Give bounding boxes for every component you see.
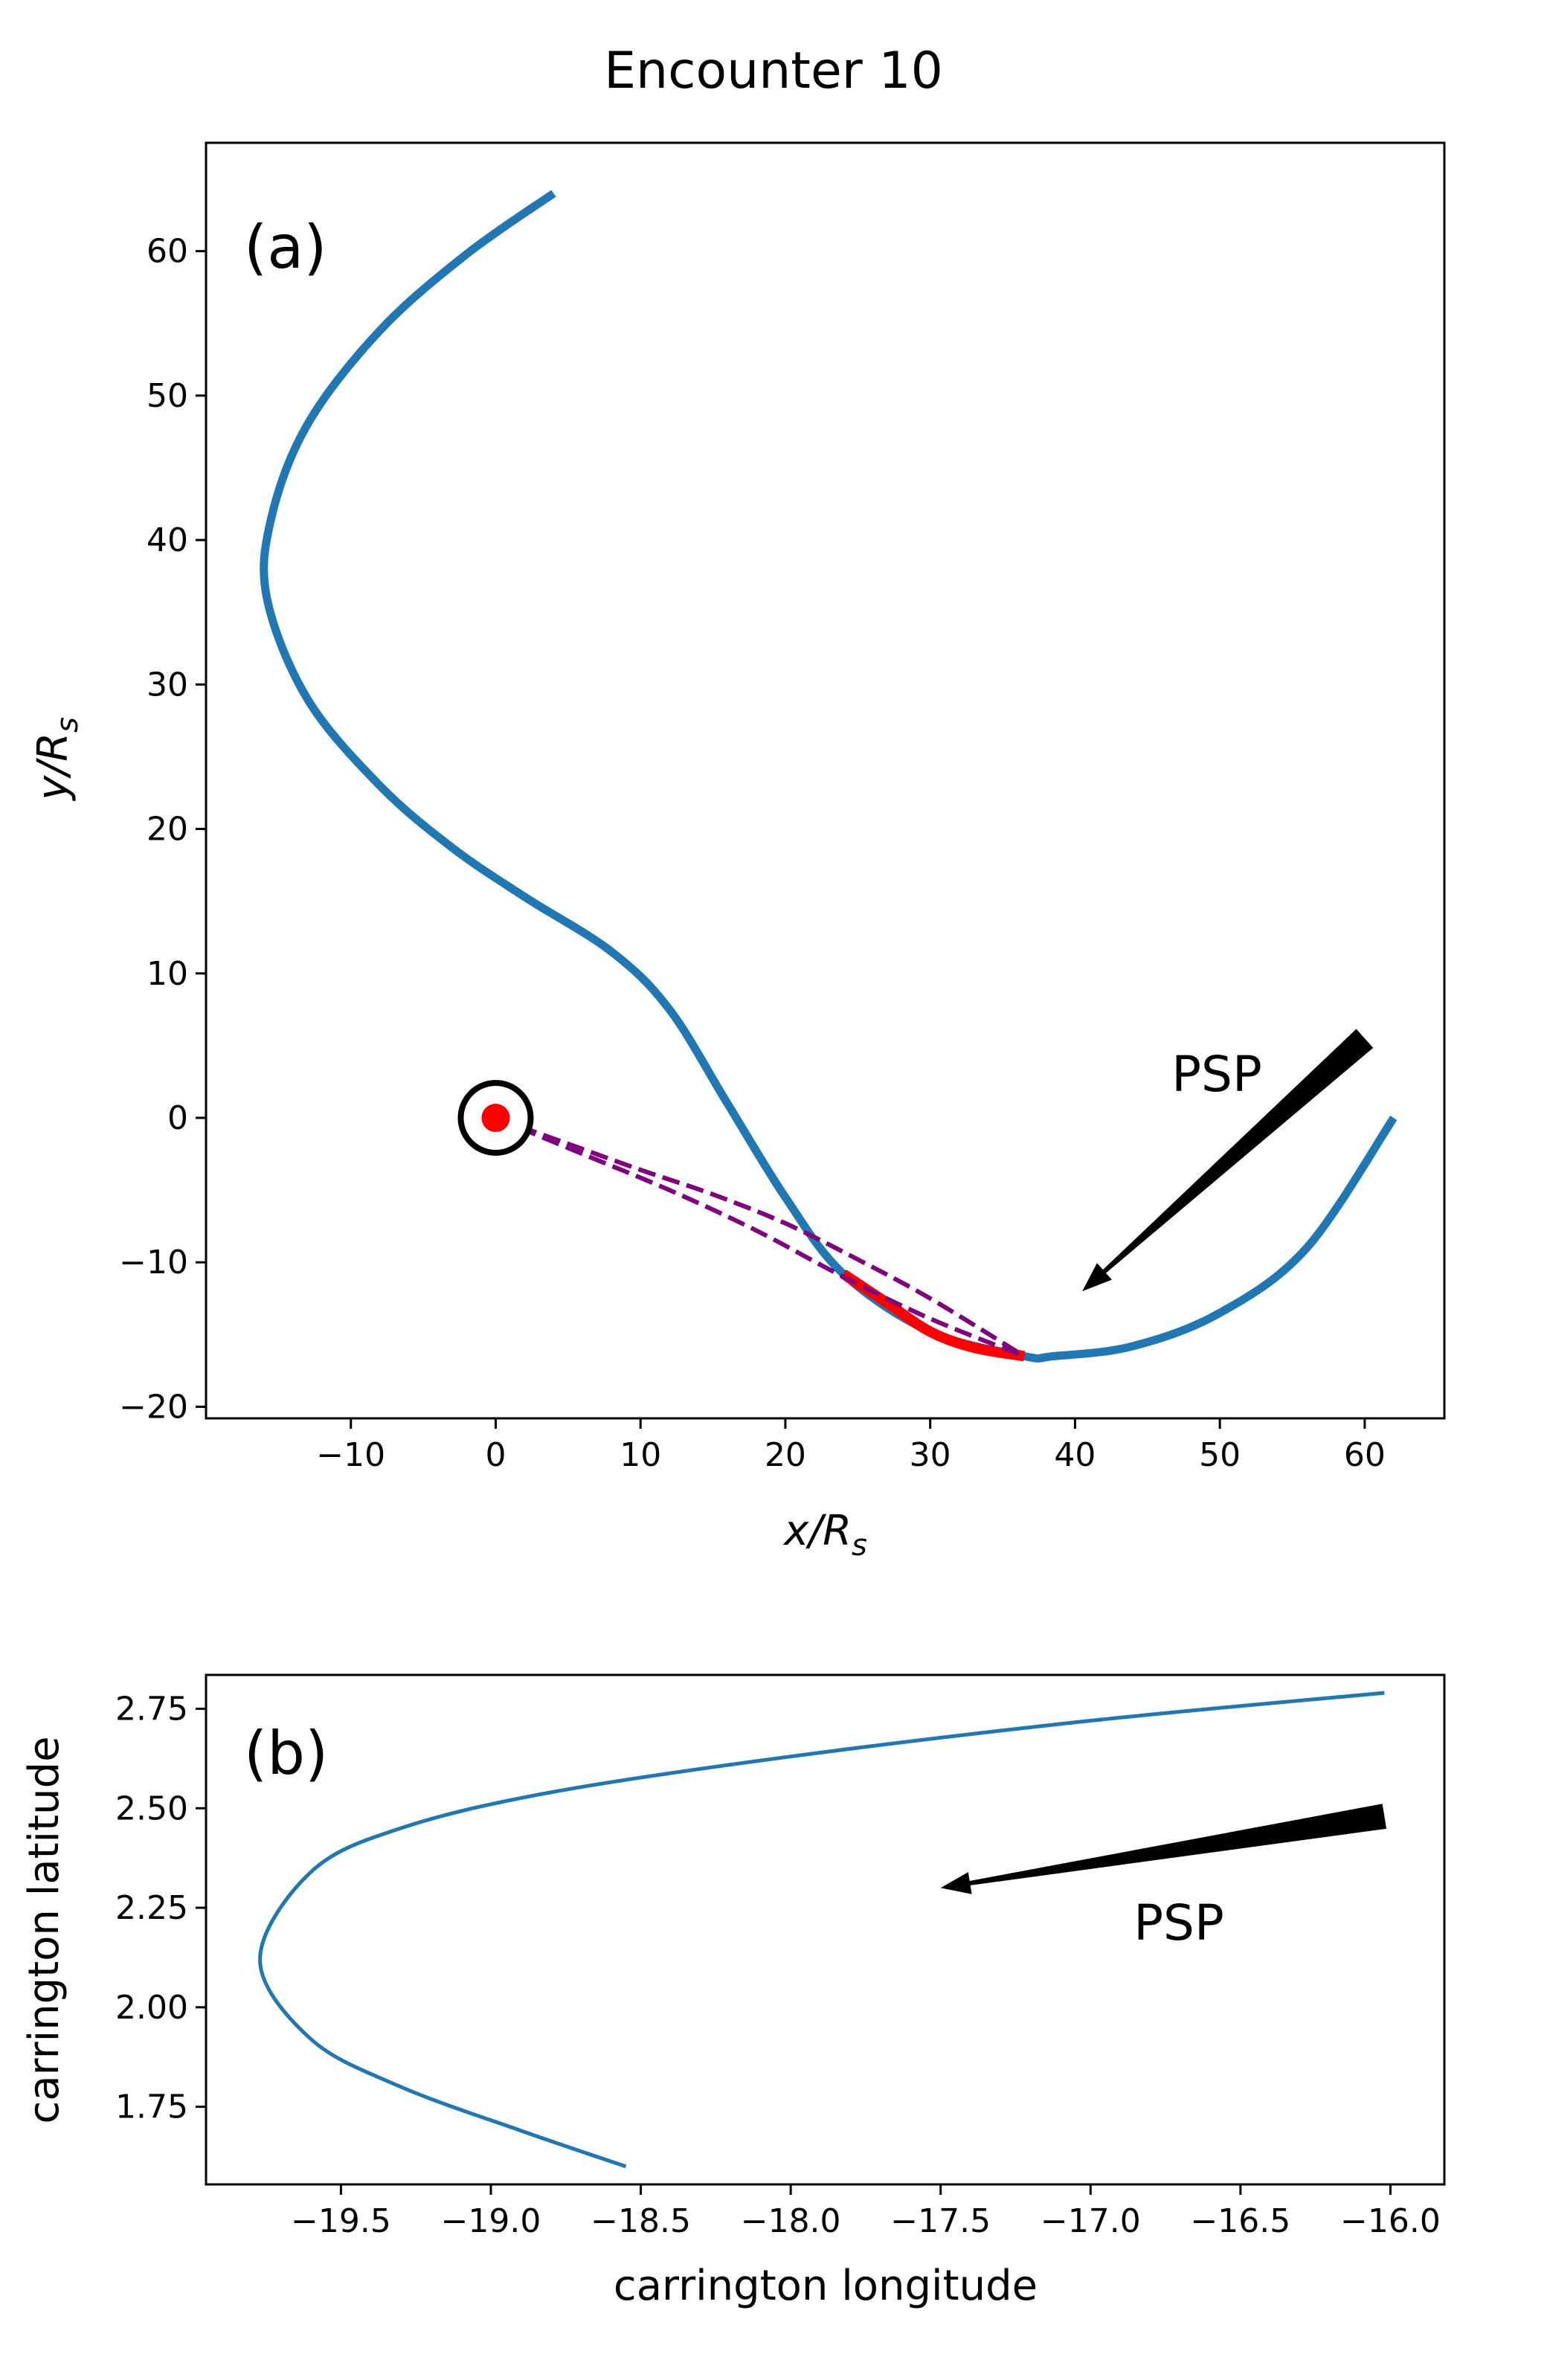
- panel-a-y-axis-title: y/Rs: [29, 717, 85, 802]
- y-tick-label: 1.75: [115, 2088, 188, 2126]
- y-tick-label: −20: [119, 1388, 188, 1426]
- x-tick-label: 10: [620, 1436, 661, 1474]
- y-tick-label: 2.00: [115, 1989, 188, 2027]
- panel-a-psp-label: PSP: [1171, 1046, 1262, 1103]
- y-tick-label: 60: [147, 233, 188, 271]
- panel-a-frame: [205, 141, 1446, 1420]
- x-tick-label: −19.5: [291, 2202, 391, 2240]
- y-tick-label: 2.75: [115, 1690, 188, 1728]
- panel-a-label: (a): [244, 213, 327, 282]
- panel-a-y-ticks: −20 −10 0 10 20 30 40 50 60: [119, 233, 206, 1426]
- panel-b-y-ticks: 1.75 2.00 2.25 2.50 2.75: [115, 1690, 206, 2126]
- panel-a-x-axis-title-sub: s: [852, 1528, 867, 1563]
- y-tick-label: 0: [167, 1099, 188, 1137]
- x-tick-label: 20: [765, 1436, 806, 1474]
- panel-b-psp-label: PSP: [1133, 1894, 1224, 1952]
- y-tick-label: 30: [147, 666, 188, 704]
- x-tick-label: 0: [485, 1436, 506, 1474]
- panel-a-x-ticks: −10 0 10 20 30 40 50 60: [316, 1418, 1386, 1474]
- panel-b-frame: [205, 1673, 1446, 2186]
- panel-b-y-axis-title: carrington latitude: [20, 1736, 68, 2123]
- panel-a-x-axis-title-main: x/R: [782, 1507, 852, 1555]
- y-tick-label: 10: [147, 955, 188, 993]
- sun-center-dot: [481, 1104, 510, 1133]
- panel-b-x-axis-title: carrington longitude: [614, 2262, 1038, 2310]
- panel-b-plot-area: [258, 1691, 1387, 2169]
- series-line-parker-spiral-dashed-: [495, 1116, 1026, 1359]
- sun-symbol: [457, 1080, 534, 1157]
- x-tick-label: −16.0: [1340, 2202, 1441, 2240]
- panel-a-plot-area: [260, 190, 1398, 1363]
- x-tick-label: −19.0: [441, 2202, 541, 2240]
- x-tick-label: −18.0: [741, 2202, 841, 2240]
- x-tick-label: 30: [910, 1436, 951, 1474]
- panel-a-y-axis-title-sub: s: [51, 717, 85, 733]
- y-tick-label: 20: [147, 811, 188, 849]
- series-line-highlighted-segment: [840, 1269, 1026, 1362]
- x-tick-label: −17.0: [1041, 2202, 1141, 2240]
- x-tick-label: −18.5: [591, 2202, 691, 2240]
- series-line-psp-track: [258, 1691, 1385, 2169]
- x-tick-label: −17.5: [890, 2202, 991, 2240]
- y-tick-label: 50: [147, 377, 188, 415]
- x-tick-label: −10: [316, 1436, 385, 1474]
- y-tick-label: 40: [147, 521, 188, 559]
- x-tick-label: −16.5: [1190, 2202, 1290, 2240]
- x-tick-label: 60: [1344, 1436, 1386, 1474]
- figure-title: Encounter 10: [604, 42, 943, 100]
- x-tick-label: 40: [1054, 1436, 1096, 1474]
- x-tick-label: 50: [1199, 1436, 1241, 1474]
- panel-a: −10 0 10 20 30 40 50 60 −20 −10 0 10 20 30 40 50 60 (a)…: [29, 141, 1446, 1563]
- panel-b-x-ticks: −19.5 −19.0 −18.5 −18.0 −17.5 −17.0 −16.5 −16.0: [291, 2184, 1441, 2240]
- series-line-parker-spiral-solid-: [495, 1116, 1026, 1359]
- y-tick-label: 2.25: [115, 1889, 188, 1927]
- y-tick-label: −10: [119, 1244, 188, 1281]
- panel-b-label: (b): [244, 1719, 328, 1788]
- panel-a-y-axis-title-main: y/R: [29, 733, 77, 802]
- psp-direction-arrow: [1082, 1029, 1374, 1292]
- panel-b: −19.5 −19.0 −18.5 −18.0 −17.5 −17.0 −16.5 −16.0…: [20, 1673, 1446, 2310]
- y-tick-label: 2.50: [115, 1789, 188, 1827]
- panel-a-x-axis-title: x/Rs: [782, 1507, 867, 1563]
- psp-direction-arrow: [940, 1804, 1387, 1894]
- series-line-psp-trajectory: [260, 190, 1398, 1363]
